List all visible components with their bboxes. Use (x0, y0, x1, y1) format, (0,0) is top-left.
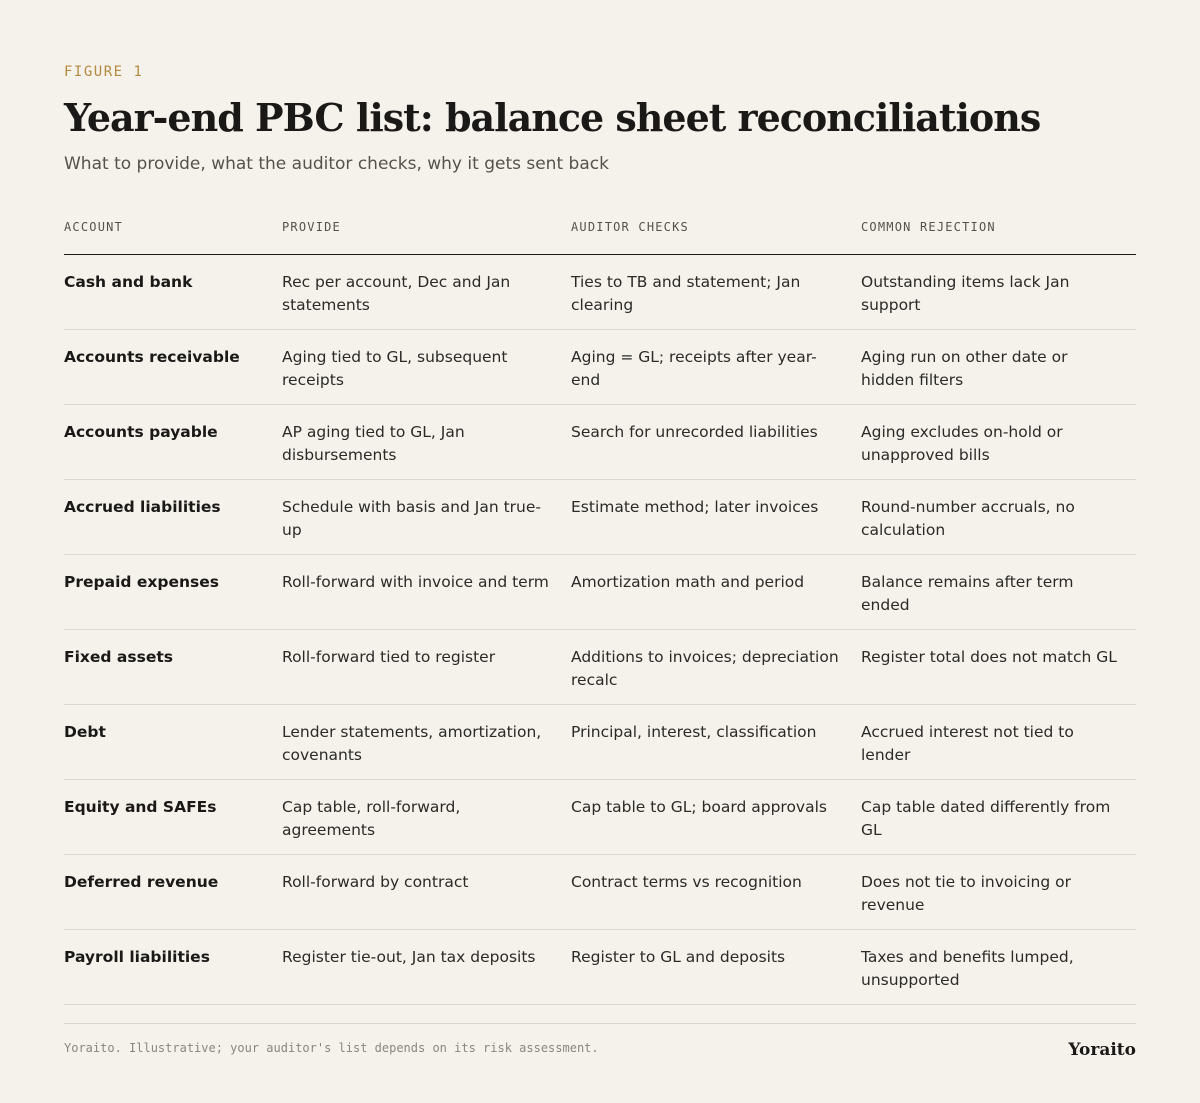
table-header-row: ACCOUNT PROVIDE AUDITOR CHECKS COMMON RE… (64, 210, 1136, 255)
page-subtitle: What to provide, what the auditor checks… (64, 154, 609, 174)
header-account: ACCOUNT (64, 210, 282, 255)
auditor-checks-cell: Aging = GL; receipts after year-end (571, 329, 861, 405)
account-cell: Debt (64, 704, 282, 780)
auditor-checks-cell: Search for unrecorded liabilities (571, 404, 861, 480)
header-common-rejection: COMMON REJECTION (861, 210, 1136, 255)
account-cell: Accounts receivable (64, 329, 282, 405)
auditor-checks-cell: Estimate method; later invoices (571, 479, 861, 555)
table-row: Payroll liabilities Register tie-out, Ja… (64, 929, 1136, 1005)
table-row: Accounts receivable Aging tied to GL, su… (64, 329, 1136, 405)
provide-cell: Roll-forward with invoice and term (282, 554, 571, 630)
auditor-checks-cell: Principal, interest, classification (571, 704, 861, 780)
rejection-cell: Balance remains after term ended (861, 554, 1136, 630)
provide-cell: Roll-forward tied to register (282, 629, 571, 705)
provide-cell: AP aging tied to GL, Jan disbursements (282, 404, 571, 480)
account-cell: Payroll liabilities (64, 929, 282, 1005)
rejection-cell: Taxes and benefits lumped, unsupported (861, 929, 1136, 1005)
auditor-checks-cell: Amortization math and period (571, 554, 861, 630)
rejection-cell: Aging excludes on-hold or unapproved bil… (861, 404, 1136, 480)
figure-label: FIGURE 1 (64, 64, 144, 80)
account-cell: Accrued liabilities (64, 479, 282, 555)
account-cell: Equity and SAFEs (64, 779, 282, 855)
table-row: Equity and SAFEs Cap table, roll-forward… (64, 779, 1136, 855)
table-row: Fixed assets Roll-forward tied to regist… (64, 629, 1136, 705)
account-cell: Fixed assets (64, 629, 282, 705)
auditor-checks-cell: Ties to TB and statement; Jan clearing (571, 254, 861, 330)
rejection-cell: Aging run on other date or hidden filter… (861, 329, 1136, 405)
table-row: Accrued liabilities Schedule with basis … (64, 479, 1136, 555)
rejection-cell: Register total does not match GL (861, 629, 1136, 705)
table-row: Prepaid expenses Roll-forward with invoi… (64, 554, 1136, 630)
account-cell: Accounts payable (64, 404, 282, 480)
table-row: Cash and bank Rec per account, Dec and J… (64, 254, 1136, 330)
auditor-checks-cell: Contract terms vs recognition (571, 854, 861, 930)
pbc-table: ACCOUNT PROVIDE AUDITOR CHECKS COMMON RE… (64, 210, 1136, 1005)
account-cell: Prepaid expenses (64, 554, 282, 630)
auditor-checks-cell: Additions to invoices; depreciation reca… (571, 629, 861, 705)
footer-note: Yoraito. Illustrative; your auditor's li… (64, 1041, 599, 1055)
account-cell: Cash and bank (64, 254, 282, 330)
auditor-checks-cell: Register to GL and deposits (571, 929, 861, 1005)
provide-cell: Rec per account, Dec and Jan statements (282, 254, 571, 330)
page-title: Year-end PBC list: balance sheet reconci… (64, 95, 1041, 140)
header-auditor-checks: AUDITOR CHECKS (571, 210, 861, 255)
rejection-cell: Does not tie to invoicing or revenue (861, 854, 1136, 930)
provide-cell: Register tie-out, Jan tax deposits (282, 929, 571, 1005)
header-provide: PROVIDE (282, 210, 571, 255)
table-row: Debt Lender statements, amortization, co… (64, 704, 1136, 780)
rejection-cell: Round-number accruals, no calculation (861, 479, 1136, 555)
account-cell: Deferred revenue (64, 854, 282, 930)
provide-cell: Cap table, roll-forward, agreements (282, 779, 571, 855)
footer-divider (64, 1023, 1136, 1024)
provide-cell: Schedule with basis and Jan true-up (282, 479, 571, 555)
table-row: Deferred revenue Roll-forward by contrac… (64, 854, 1136, 930)
provide-cell: Lender statements, amortization, covenan… (282, 704, 571, 780)
rejection-cell: Outstanding items lack Jan support (861, 254, 1136, 330)
rejection-cell: Accrued interest not tied to lender (861, 704, 1136, 780)
rejection-cell: Cap table dated differently from GL (861, 779, 1136, 855)
table-row: Accounts payable AP aging tied to GL, Ja… (64, 404, 1136, 480)
brand-logo: Yoraito (1068, 1040, 1136, 1060)
auditor-checks-cell: Cap table to GL; board approvals (571, 779, 861, 855)
provide-cell: Roll-forward by contract (282, 854, 571, 930)
provide-cell: Aging tied to GL, subsequent receipts (282, 329, 571, 405)
